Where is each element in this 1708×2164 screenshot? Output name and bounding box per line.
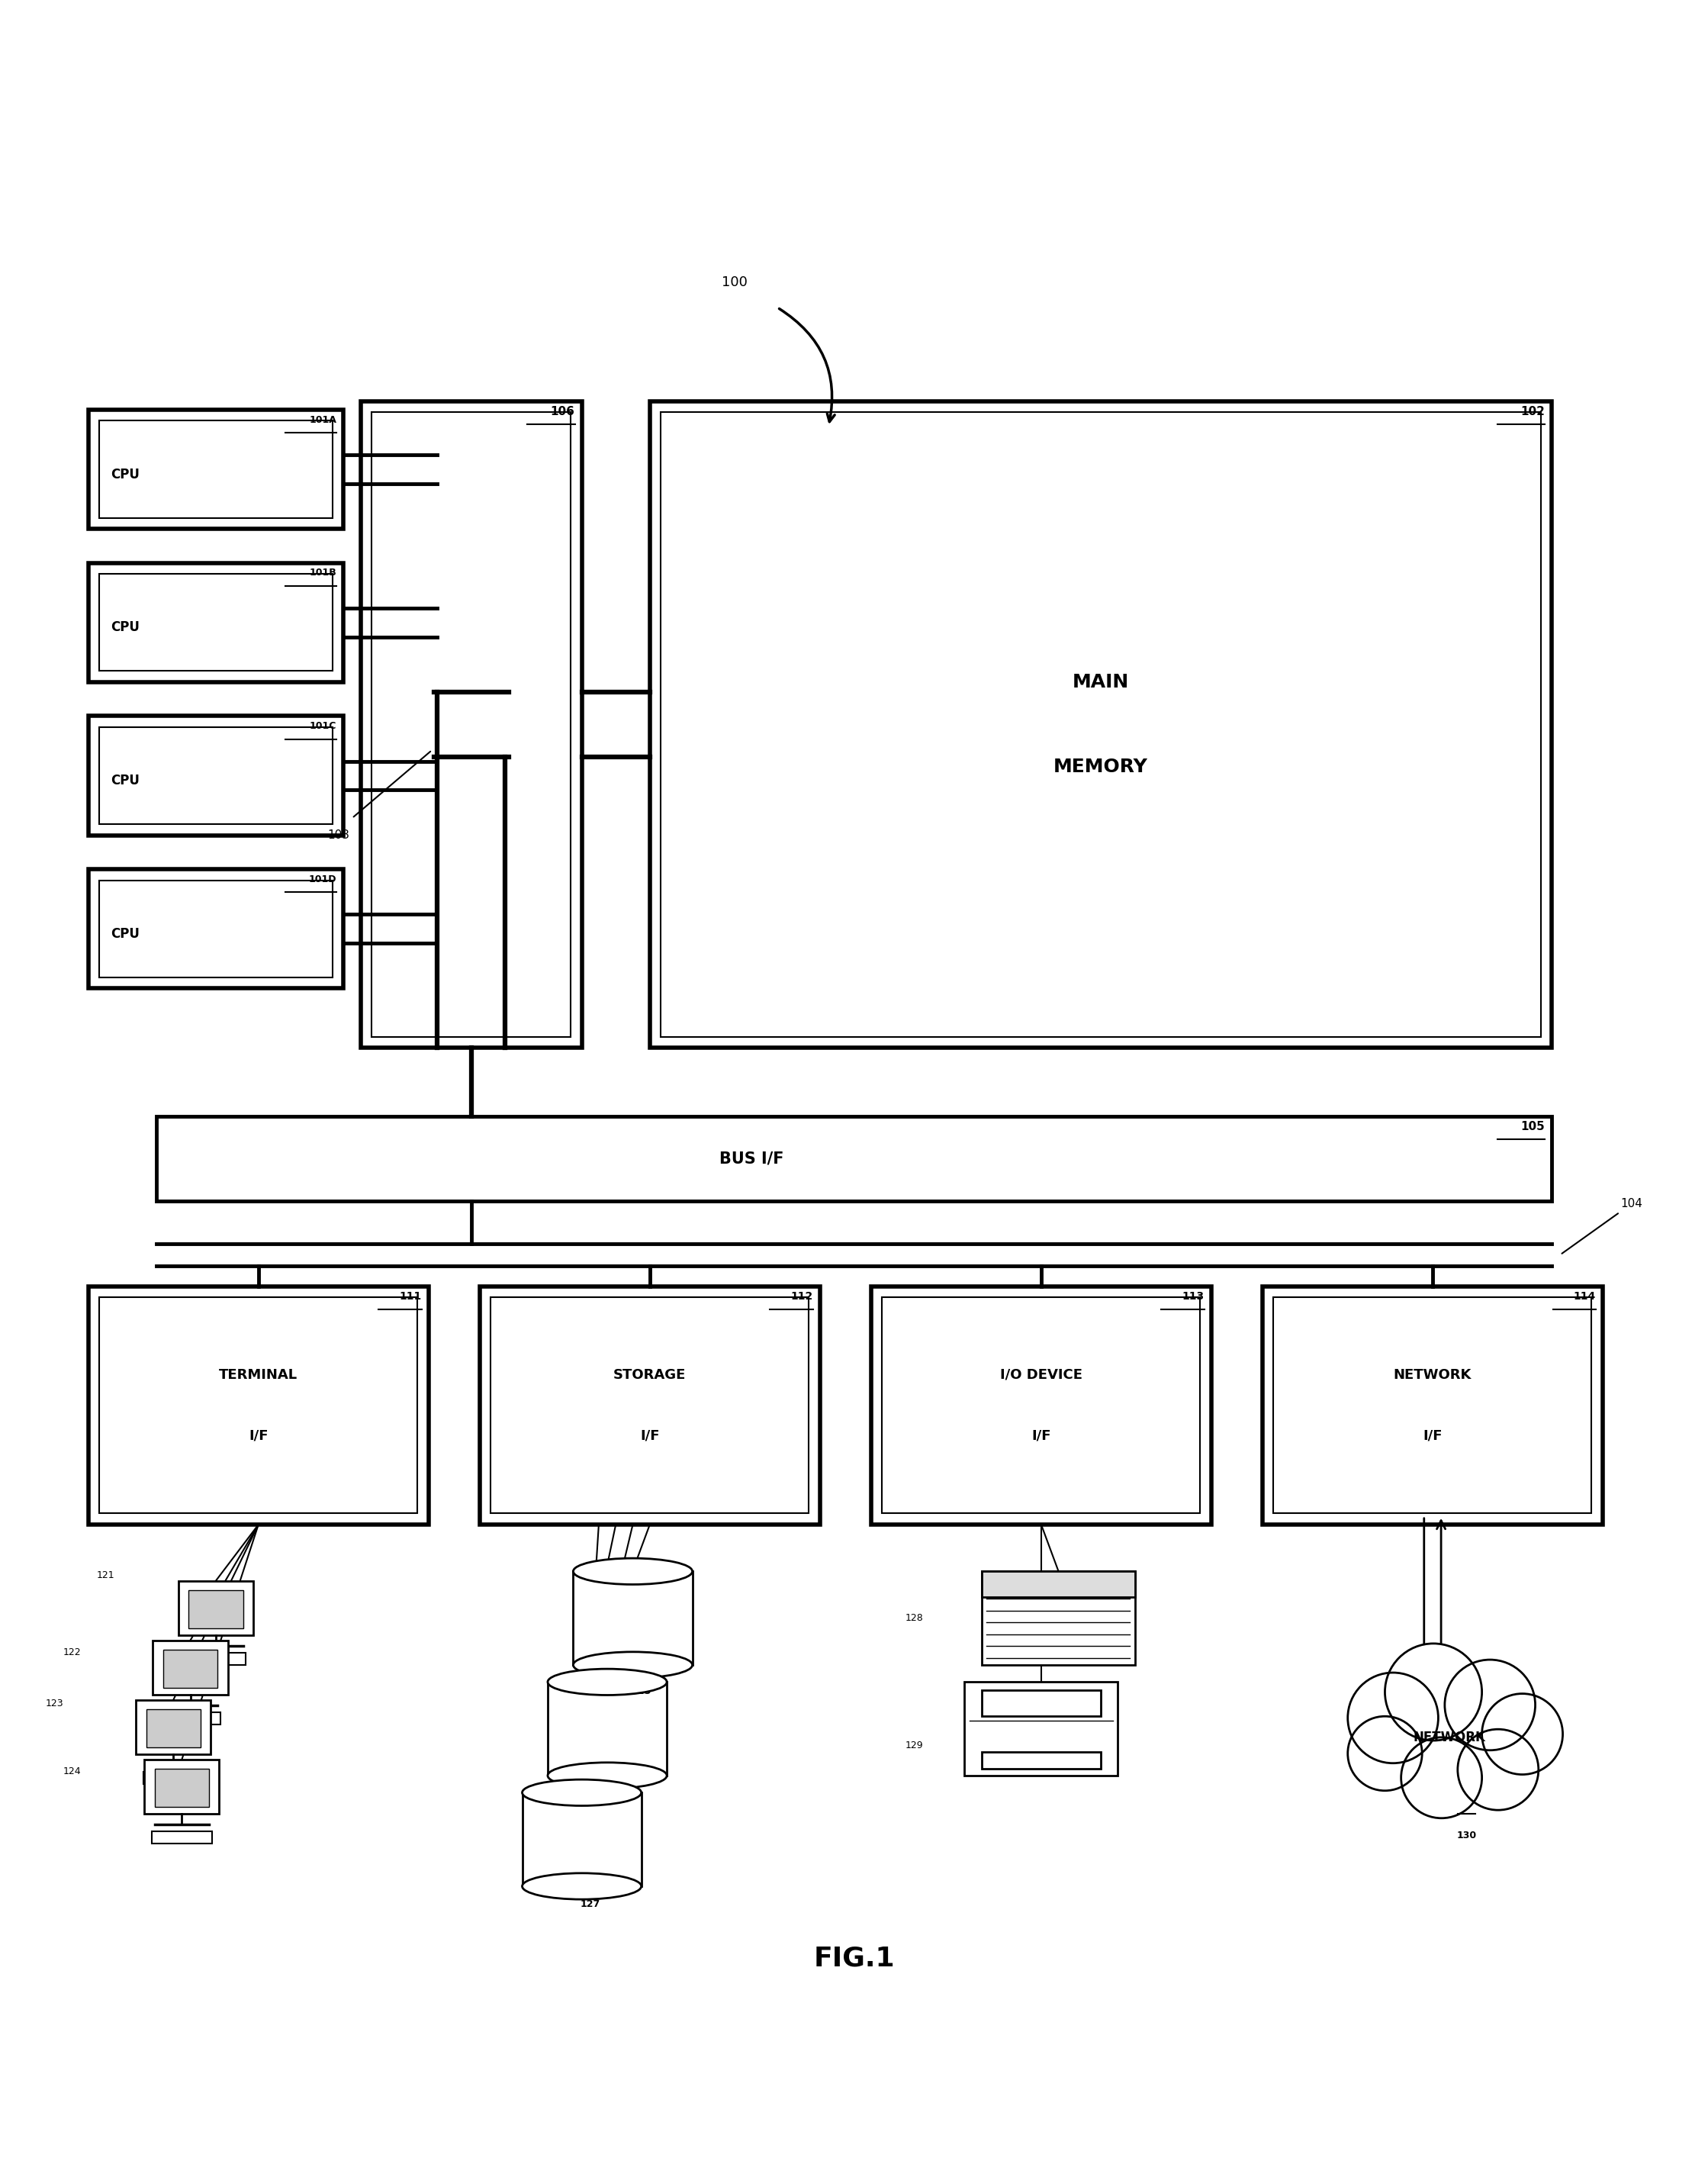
Text: 122: 122 — [63, 1647, 80, 1658]
Bar — [145, 1759, 219, 1813]
Text: CPU: CPU — [111, 621, 140, 634]
Bar — [157, 1117, 1551, 1201]
Text: 105: 105 — [1520, 1121, 1544, 1132]
Bar — [441, 695, 502, 753]
Circle shape — [1348, 1673, 1438, 1764]
Text: CPU: CPU — [111, 926, 140, 941]
Text: 101A: 101A — [309, 415, 336, 424]
Ellipse shape — [523, 1874, 640, 1900]
Bar — [147, 1710, 200, 1749]
Circle shape — [1445, 1660, 1535, 1751]
Text: 100: 100 — [722, 275, 748, 288]
Bar — [982, 1690, 1100, 1716]
Text: 103: 103 — [328, 829, 350, 842]
Text: MEMORY: MEMORY — [1054, 757, 1148, 777]
Bar — [982, 1753, 1100, 1768]
Text: 104: 104 — [1621, 1199, 1643, 1210]
Text: 125: 125 — [632, 1686, 651, 1697]
Text: I/F: I/F — [1032, 1428, 1050, 1443]
Text: I/O DEVICE: I/O DEVICE — [999, 1368, 1083, 1381]
Text: NETWORK: NETWORK — [1414, 1731, 1486, 1744]
Bar — [154, 1640, 227, 1694]
Bar — [155, 1768, 208, 1807]
Bar — [871, 1285, 1211, 1526]
Text: NETWORK: NETWORK — [1394, 1368, 1472, 1381]
Text: I/F: I/F — [1423, 1428, 1442, 1443]
Bar — [99, 727, 333, 824]
Text: STORAGE: STORAGE — [613, 1368, 687, 1381]
Bar — [178, 1580, 253, 1636]
Text: 128: 128 — [905, 1612, 922, 1623]
Text: 124: 124 — [63, 1766, 80, 1777]
Circle shape — [1457, 1729, 1539, 1809]
Text: 129: 129 — [905, 1740, 922, 1751]
Text: 121: 121 — [97, 1571, 114, 1580]
Bar — [164, 1649, 217, 1688]
Text: 106: 106 — [550, 407, 576, 418]
Ellipse shape — [574, 1558, 692, 1584]
Bar — [372, 411, 570, 1037]
Bar — [490, 1296, 810, 1513]
Ellipse shape — [574, 1651, 692, 1677]
Text: I/F: I/F — [640, 1428, 659, 1443]
Text: 130: 130 — [1457, 1831, 1476, 1842]
Circle shape — [1401, 1738, 1483, 1818]
Text: I/F: I/F — [249, 1428, 268, 1443]
Ellipse shape — [548, 1668, 666, 1694]
Bar — [360, 400, 582, 1047]
Text: MAIN: MAIN — [1073, 673, 1129, 690]
Bar — [152, 1831, 212, 1844]
Bar — [143, 1772, 203, 1785]
Bar — [161, 1712, 220, 1725]
Bar — [99, 881, 333, 978]
Bar — [89, 1285, 429, 1526]
Text: 101D: 101D — [309, 874, 336, 885]
Text: 126: 126 — [606, 1787, 625, 1798]
Text: CACHE: CACHE — [446, 718, 497, 731]
Text: 127: 127 — [581, 1900, 600, 1909]
Bar — [661, 411, 1541, 1037]
Bar — [89, 409, 343, 528]
Text: 102: 102 — [1520, 407, 1544, 418]
Bar — [982, 1571, 1134, 1597]
Bar — [574, 1571, 692, 1664]
Bar — [99, 573, 333, 671]
Text: CPU: CPU — [111, 467, 140, 480]
Bar — [188, 1591, 243, 1627]
Text: 111: 111 — [400, 1292, 422, 1303]
Bar — [881, 1296, 1201, 1513]
Bar — [137, 1701, 210, 1755]
Bar — [523, 1792, 640, 1887]
Text: 112: 112 — [791, 1292, 813, 1303]
Bar — [186, 1653, 246, 1664]
Text: CPU: CPU — [111, 775, 140, 788]
Bar — [89, 563, 343, 682]
Ellipse shape — [523, 1779, 640, 1805]
Circle shape — [1483, 1694, 1563, 1774]
Bar — [548, 1681, 666, 1777]
Bar — [1262, 1285, 1602, 1526]
Bar — [99, 420, 333, 517]
Ellipse shape — [548, 1761, 666, 1790]
Bar — [982, 1571, 1134, 1664]
Bar — [480, 1285, 820, 1526]
Bar — [965, 1681, 1117, 1777]
Text: FIG.1: FIG.1 — [813, 1945, 895, 1971]
Bar — [89, 870, 343, 989]
Text: BUS I/F: BUS I/F — [719, 1151, 784, 1166]
Bar — [649, 400, 1551, 1047]
Text: 101C: 101C — [309, 721, 336, 731]
Text: TERMINAL: TERMINAL — [219, 1368, 297, 1381]
Bar — [89, 716, 343, 835]
Bar — [1274, 1296, 1592, 1513]
Text: 114: 114 — [1573, 1292, 1595, 1303]
Circle shape — [1348, 1716, 1423, 1790]
Text: 113: 113 — [1182, 1292, 1204, 1303]
Text: 123: 123 — [46, 1699, 63, 1707]
Text: 101B: 101B — [309, 567, 336, 578]
Bar — [99, 1296, 417, 1513]
Circle shape — [1385, 1642, 1483, 1740]
